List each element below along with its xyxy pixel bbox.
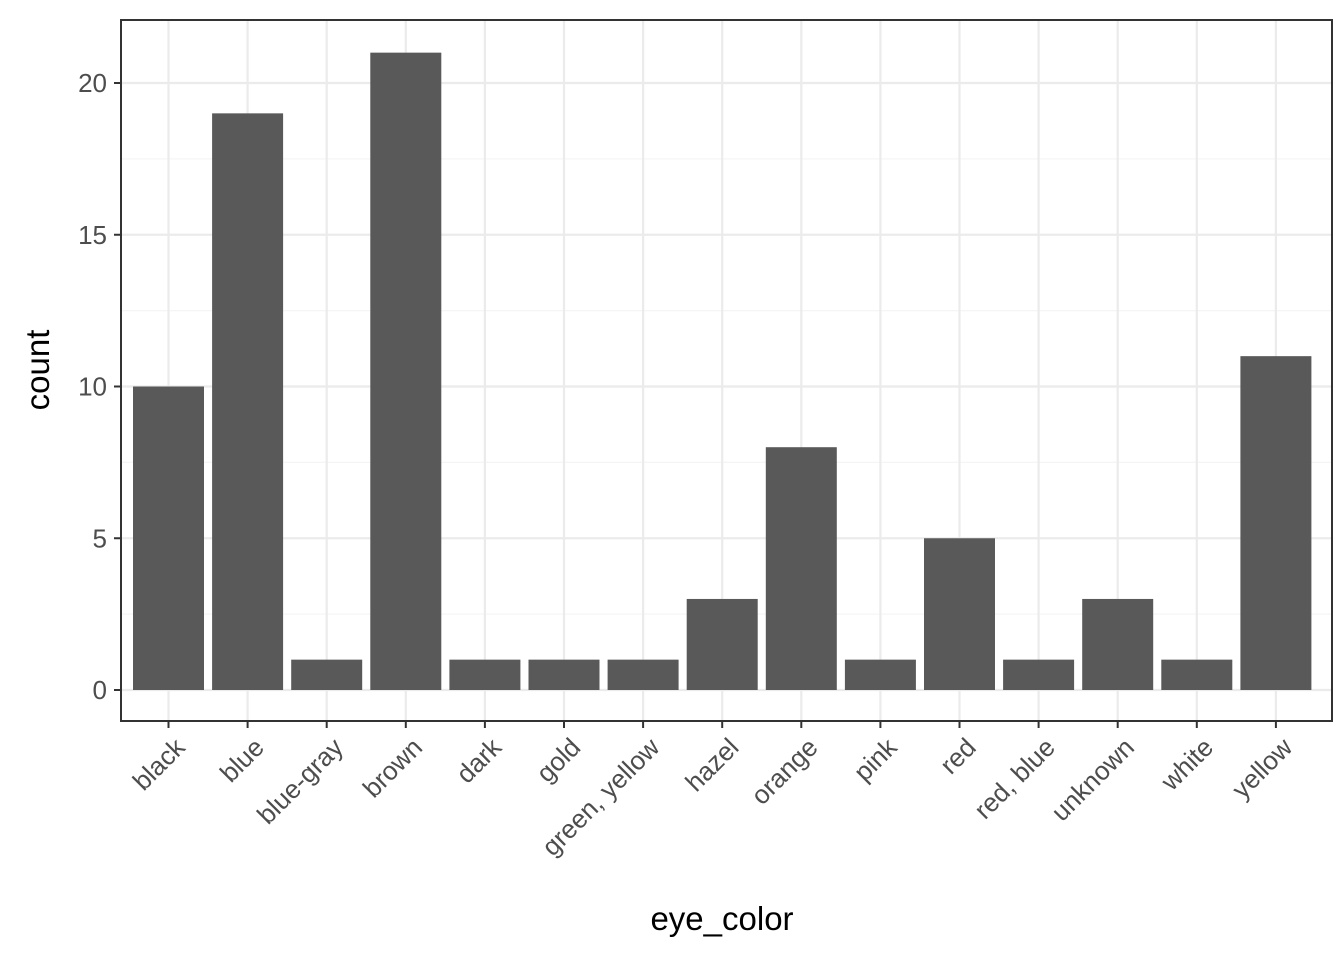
y-tick-label: 10 — [78, 372, 107, 402]
y-tick-label: 0 — [93, 675, 107, 705]
x-tick-label: unknown — [1045, 732, 1140, 827]
bar-pink — [844, 659, 916, 690]
bar-dark — [449, 659, 521, 690]
x-tick-label: brown — [357, 732, 428, 803]
bars — [133, 52, 1312, 691]
bar-blue — [212, 113, 284, 691]
x-axis-title: eye_color — [650, 900, 793, 937]
y-tick-label: 5 — [93, 523, 107, 553]
y-tick-label: 20 — [78, 68, 107, 98]
x-tick-label: yellow — [1226, 732, 1298, 804]
x-tick-label: dark — [450, 731, 508, 789]
bar-orange — [765, 447, 837, 690]
bar-red-blue — [1003, 659, 1075, 690]
y-axis-title: count — [19, 330, 56, 411]
bar-white — [1161, 659, 1233, 690]
bar-brown — [370, 52, 442, 690]
x-tick-label: gold — [530, 732, 586, 788]
x-tick-label: white — [1154, 732, 1219, 797]
bar-hazel — [686, 598, 758, 690]
x-tick-label: pink — [848, 731, 904, 787]
bar-gold — [528, 659, 600, 690]
x-tick-label: blue-gray — [251, 732, 349, 830]
panel-border — [120, 19, 1333, 722]
x-tick-label: red — [934, 732, 982, 780]
x-tick-label: hazel — [679, 732, 744, 797]
y-tick-label: 15 — [78, 220, 107, 250]
bar-green-yellow — [607, 659, 679, 690]
bar-black — [133, 386, 204, 690]
x-tick-label: orange — [745, 732, 823, 810]
x-tick-label: black — [127, 731, 192, 796]
x-tick-label: blue — [214, 732, 270, 788]
bar-red — [924, 538, 995, 690]
x-tick-label: red, blue — [968, 732, 1061, 825]
bar-blue-gray — [291, 659, 363, 690]
bar-unknown — [1082, 598, 1154, 690]
bar-yellow — [1240, 356, 1312, 690]
